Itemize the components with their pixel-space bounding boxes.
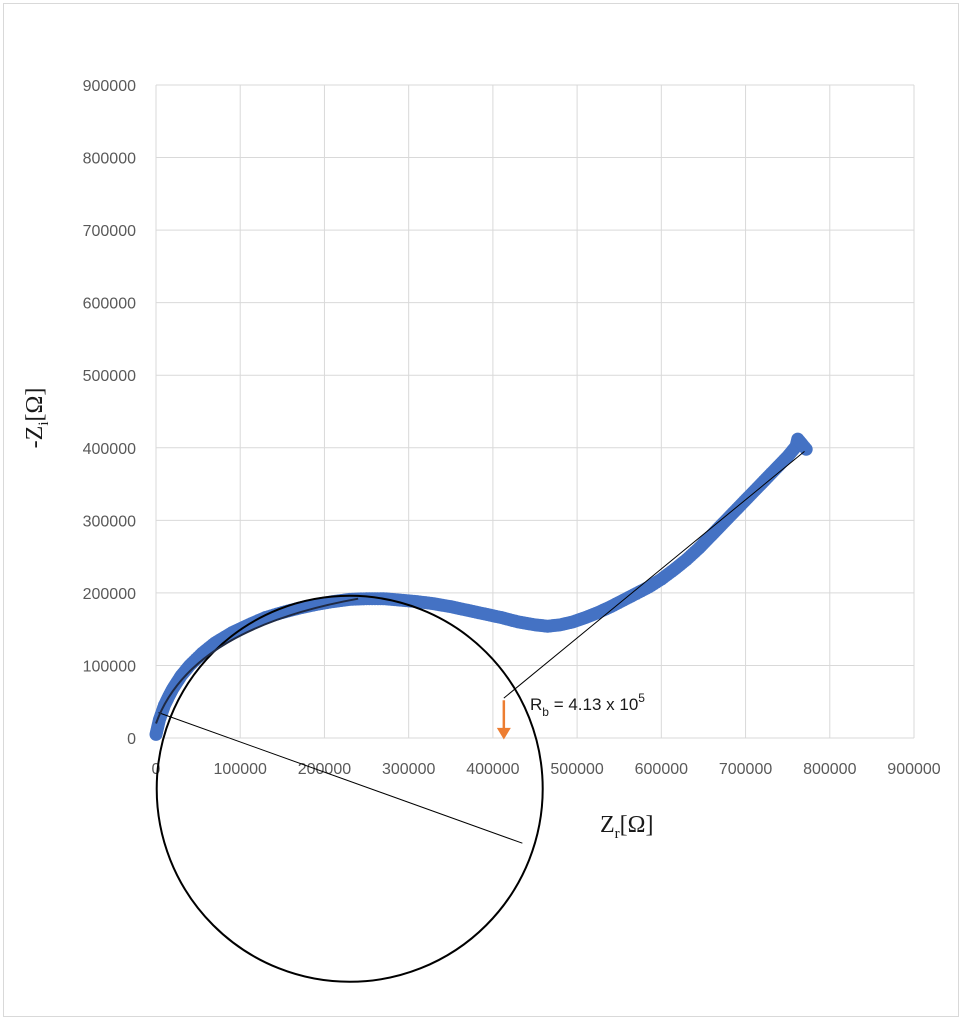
x-tick-label: 900000 bbox=[887, 761, 940, 778]
chart-frame bbox=[3, 3, 959, 1017]
y-axis-title: -Zi[Ω] bbox=[22, 388, 52, 449]
y-tick-label: 300000 bbox=[83, 513, 136, 530]
x-tick-label: 400000 bbox=[466, 761, 519, 778]
x-tick-label: 600000 bbox=[635, 761, 688, 778]
fit-lines bbox=[155, 451, 805, 983]
rb-annotation: Rb = 4.13 x 105 bbox=[530, 691, 645, 719]
y-tick-label: 200000 bbox=[83, 586, 136, 603]
x-tick-label: 500000 bbox=[550, 761, 603, 778]
y-tick-label: 400000 bbox=[83, 441, 136, 458]
x-axis-title: Zr[Ω] bbox=[600, 812, 654, 842]
y-tick-label: 600000 bbox=[83, 296, 136, 313]
x-tick-label: 0 bbox=[152, 761, 161, 778]
data-series bbox=[149, 432, 813, 741]
diameter-line bbox=[158, 712, 523, 844]
y-tick-label: 700000 bbox=[83, 223, 136, 240]
x-tick-label: 700000 bbox=[719, 761, 772, 778]
rb-arrow bbox=[496, 700, 511, 740]
warburg-fit-line bbox=[503, 451, 805, 699]
gridlines bbox=[155, 84, 915, 739]
x-tick-label: 800000 bbox=[803, 761, 856, 778]
y-tick-label: 500000 bbox=[83, 368, 136, 385]
y-tick-label: 0 bbox=[127, 731, 136, 748]
x-tick-label: 300000 bbox=[382, 761, 435, 778]
y-tick-label: 900000 bbox=[83, 78, 136, 95]
x-tick-labels: 0 100000 200000 300000 400000 500000 600000 700… bbox=[152, 761, 941, 778]
x-tick-label: 200000 bbox=[298, 761, 351, 778]
arrow-head bbox=[496, 727, 511, 740]
y-tick-labels: 0 100000 200000 300000 400000 500000 600000 700… bbox=[83, 78, 136, 748]
x-tick-label: 100000 bbox=[214, 761, 267, 778]
semicircle-fit bbox=[155, 594, 544, 983]
y-tick-label: 800000 bbox=[83, 151, 136, 168]
y-tick-label: 100000 bbox=[83, 658, 136, 675]
arc-fit-line bbox=[155, 597, 359, 724]
